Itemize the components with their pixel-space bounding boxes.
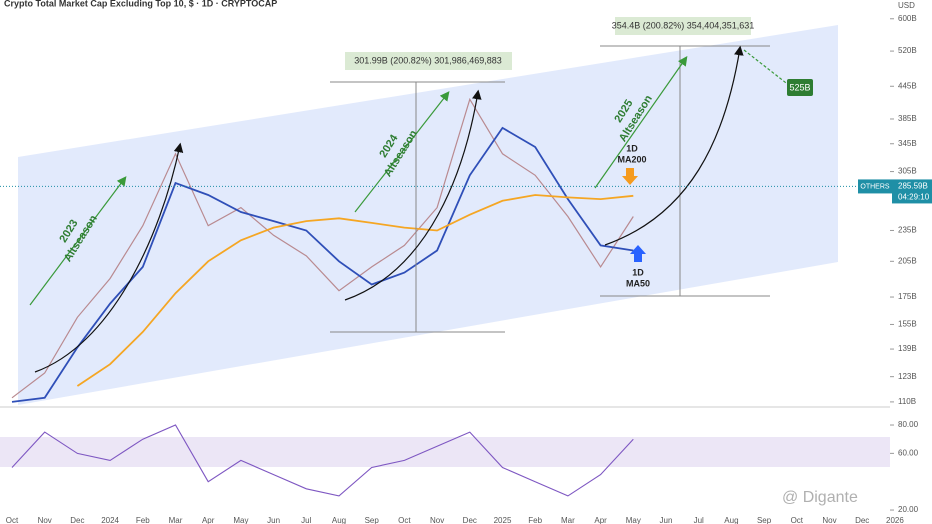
line <box>11 424 634 497</box>
ma50-label: 1D <box>632 267 644 277</box>
rsi-band <box>0 437 890 467</box>
x-tick-label: Mar <box>169 516 183 524</box>
measure-box <box>615 17 751 35</box>
x-tick-label: Jul <box>694 516 704 524</box>
drawings <box>29 45 791 373</box>
x-tick-label: Apr <box>594 516 607 524</box>
y-tick-label: 345B <box>898 139 917 148</box>
x-tick-label: 2025 <box>494 516 512 524</box>
measure-box <box>345 52 512 70</box>
y-tick-label: 205B <box>898 256 917 265</box>
y-tick-label: 155B <box>898 320 917 329</box>
y-tick-label: 175B <box>898 292 917 301</box>
x-tick-label: Jun <box>267 516 280 524</box>
y-tick-label: 20.00 <box>898 505 919 514</box>
price-box <box>892 179 932 204</box>
y-tick-label: 110B <box>898 397 916 406</box>
x-tick-label: Nov <box>822 516 836 524</box>
measure-label: 354.4B (200.82%) 354,404,351,631 <box>612 20 755 30</box>
rsi-pane <box>11 424 634 497</box>
x-tick-label: 2026 <box>886 516 904 524</box>
y-tick-label: 60.00 <box>898 448 919 457</box>
line <box>11 126 634 403</box>
y-tick-label: 80.00 <box>898 420 919 429</box>
x-tick-label: Aug <box>724 516 738 524</box>
y-tick-label: 600B <box>898 14 917 23</box>
price-label: 285.59B <box>898 182 928 191</box>
y-tick-label: 385B <box>898 114 917 123</box>
x-tick-label: Feb <box>136 516 150 524</box>
x-tick-label: Oct <box>398 516 411 524</box>
x-tick-label: Nov <box>38 516 52 524</box>
x-tick-label: Nov <box>430 516 444 524</box>
x-tick-label: Dec <box>70 516 84 524</box>
y-tick-label: 123B <box>898 372 917 381</box>
right-axis <box>890 0 932 524</box>
y-tick-label: 305B <box>898 167 917 176</box>
x-tick-label: Mar <box>561 516 575 524</box>
symbol-box <box>858 179 892 194</box>
x-tick-label: Sep <box>757 516 772 524</box>
y-tick-label: 235B <box>898 226 917 235</box>
x-tick-label: Aug <box>332 516 346 524</box>
x-tick-label: Jun <box>660 516 673 524</box>
x-tick-label: May <box>233 516 248 524</box>
target-box <box>787 79 813 96</box>
x-tick-label: Oct <box>6 516 19 524</box>
price-pane <box>11 97 634 403</box>
x-tick-label: Jul <box>301 516 311 524</box>
x-tick-label: Sep <box>365 516 380 524</box>
x-tick-label: Feb <box>528 516 542 524</box>
line <box>11 97 634 399</box>
x-tick-label: Dec <box>855 516 869 524</box>
ma200-label: MA200 <box>617 154 646 164</box>
y-tick-label: 445B <box>898 81 917 90</box>
x-tick-label: Apr <box>202 516 215 524</box>
x-tick-label: Dec <box>463 516 477 524</box>
x-tick-label: 2024 <box>101 516 119 524</box>
symbol-label: OTHERS <box>860 183 890 190</box>
y-tick-label: 139B <box>898 344 917 353</box>
chart-title: Crypto Total Market Cap Excluding Top 10… <box>4 0 277 8</box>
ma50-label: MA50 <box>626 278 650 288</box>
watermark: @ Digante <box>782 489 858 506</box>
countdown: 04:29:10 <box>898 193 930 202</box>
currency: USD <box>898 1 915 10</box>
line <box>76 194 634 387</box>
channel <box>18 25 838 405</box>
x-tick-label: May <box>626 516 641 524</box>
measure-label: 301.99B (200.82%) 301,986,469,883 <box>354 55 502 65</box>
target-label: 525B <box>789 82 810 92</box>
x-tick-label: Oct <box>791 516 804 524</box>
y-tick-label: 520B <box>898 46 917 55</box>
ma200-label: 1D <box>626 143 638 153</box>
